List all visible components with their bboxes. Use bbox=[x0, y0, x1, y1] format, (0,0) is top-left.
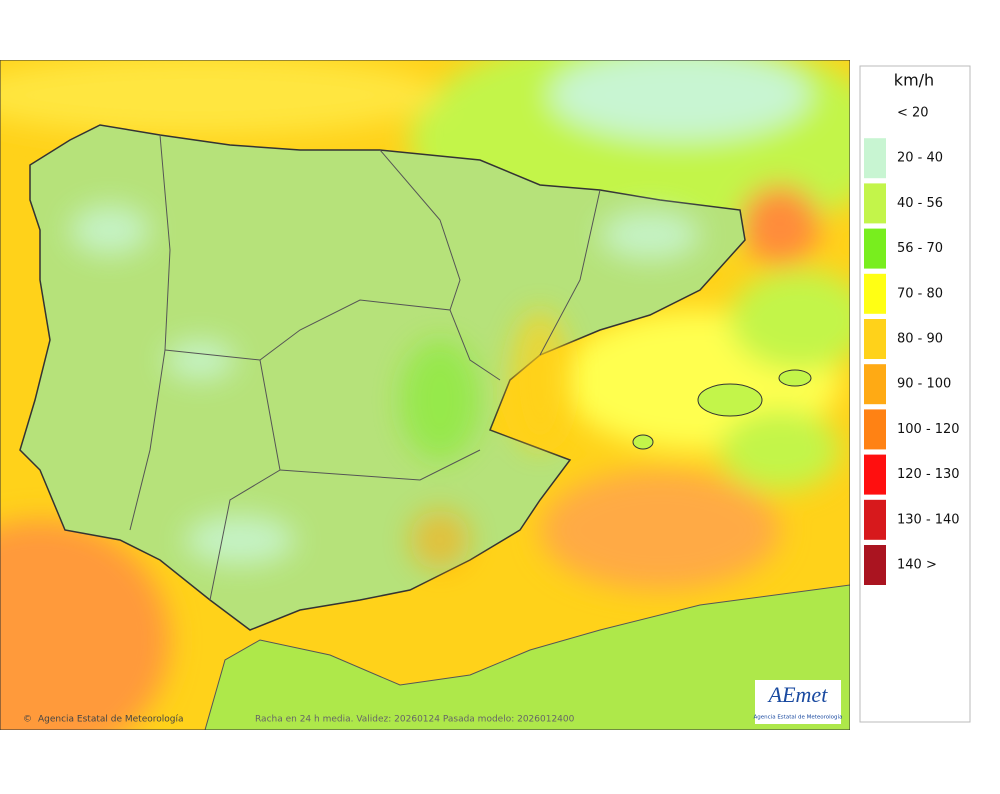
island bbox=[778, 369, 812, 387]
caption: Racha en 24 h media. Validez: 20260124 P… bbox=[255, 715, 575, 725]
legend-unit: km/h bbox=[894, 71, 934, 90]
legend-swatch bbox=[864, 273, 886, 314]
borders bbox=[129, 134, 601, 601]
land-field bbox=[70, 205, 700, 570]
legend-swatch bbox=[864, 364, 886, 405]
legend-swatch bbox=[864, 183, 886, 224]
legend-label: 80 - 90 bbox=[897, 332, 943, 347]
legend-label: 90 - 100 bbox=[897, 377, 951, 392]
legend-label: 70 - 80 bbox=[897, 286, 943, 301]
iberia bbox=[19, 124, 746, 631]
legend-label: 40 - 56 bbox=[897, 196, 943, 211]
legend-swatch bbox=[864, 499, 886, 540]
credit: Agencia Estatal de Meteorología bbox=[38, 715, 184, 725]
legend-swatch bbox=[864, 319, 886, 359]
legend-label: 130 - 140 bbox=[897, 512, 960, 527]
logo: AEmet bbox=[767, 682, 829, 707]
legend-label: < 20 bbox=[897, 106, 929, 121]
legend-swatch bbox=[864, 138, 886, 179]
logo-subtitle: Agencia Estatal de Meteorología bbox=[754, 714, 843, 721]
map: © Agencia Estatal de Meteorología Racha … bbox=[0, 60, 850, 730]
legend-label: 20 - 40 bbox=[897, 151, 943, 166]
legend-label: 120 - 130 bbox=[897, 467, 960, 482]
legend-label: 140 > bbox=[897, 558, 937, 573]
island bbox=[632, 434, 654, 450]
logo-box bbox=[755, 680, 841, 724]
legend-label: 100 - 120 bbox=[897, 422, 960, 437]
island bbox=[697, 383, 763, 417]
wind-field bbox=[0, 60, 850, 730]
legend-swatch bbox=[864, 409, 886, 450]
legend-swatch bbox=[864, 545, 886, 585]
copyright-icon: © bbox=[23, 715, 32, 725]
legend-label: 56 - 70 bbox=[897, 241, 943, 256]
legend-swatch bbox=[864, 454, 886, 495]
legend: km/h < 20 20 - 40 40 - 56 56 - 70 70 - 80 80 … bbox=[859, 65, 971, 723]
africa bbox=[204, 584, 850, 730]
legend-swatch bbox=[864, 228, 886, 269]
